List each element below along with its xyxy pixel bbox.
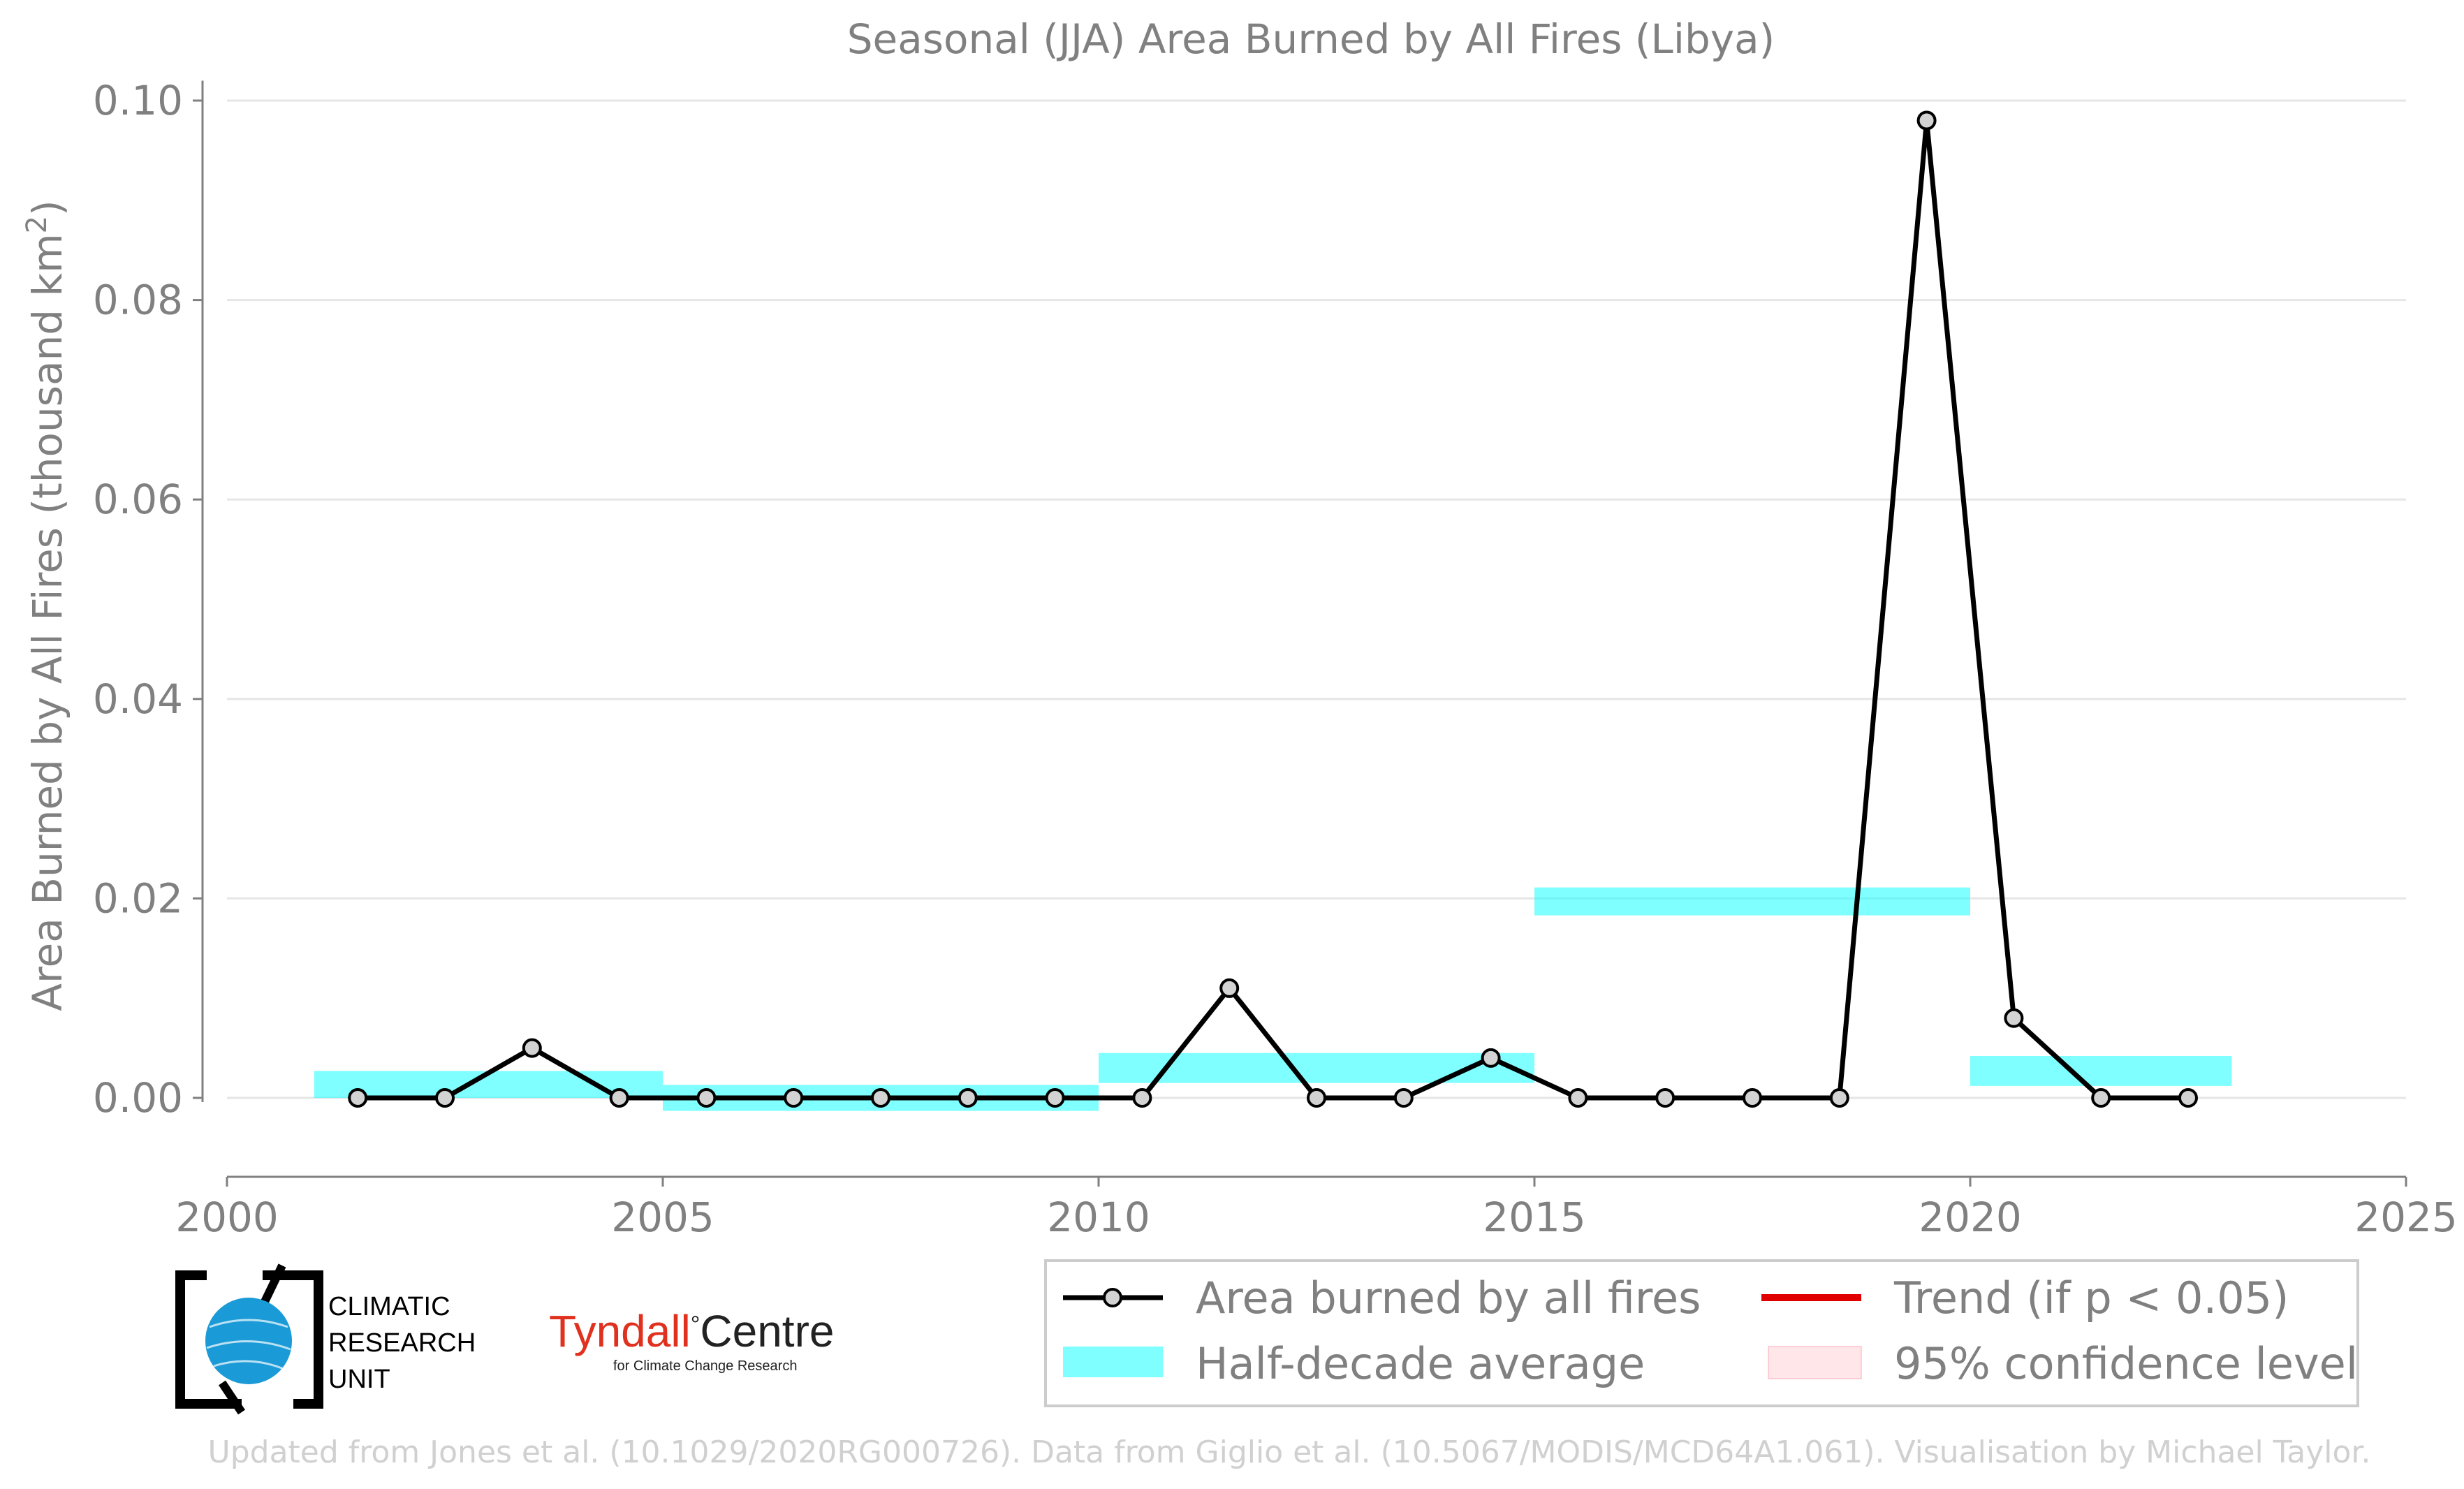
legend-label-half-decade: Half-decade average	[1196, 1338, 1645, 1389]
half-decade-band-4	[1970, 1056, 2232, 1086]
tyndall-logo-centre: Centre	[700, 1306, 834, 1356]
gridlines	[227, 99, 2406, 1099]
x-tick-label-0: 2000	[175, 1194, 279, 1241]
data-point-11	[1307, 1088, 1326, 1108]
chart-title: Seasonal (JJA) Area Burned by All Fires …	[847, 15, 1775, 63]
y-tick-label-1: 0.02	[93, 874, 183, 922]
legend-box	[1044, 1259, 2359, 1407]
data-point-5	[784, 1088, 804, 1108]
legend-label-confidence: 95% confidence level	[1894, 1338, 2358, 1389]
y-tick-label-0: 0.00	[93, 1074, 183, 1122]
y-tick-label-3: 0.06	[93, 476, 183, 523]
y-axis-label-end: )	[24, 200, 71, 216]
data-point-6	[871, 1088, 890, 1108]
data-point-3	[609, 1088, 629, 1108]
data-point-15	[1655, 1088, 1675, 1108]
legend-marker-area-burned	[1103, 1288, 1122, 1307]
legend-label-area-burned: Area burned by all fires	[1196, 1272, 1701, 1323]
data-point-10	[1219, 978, 1240, 998]
data-point-4	[696, 1088, 717, 1108]
legend-swatch-confidence	[1768, 1346, 1862, 1379]
data-point-19	[2004, 1008, 2024, 1028]
y-axis-label-main: Area Burned by All Fires (thousand km	[24, 233, 71, 1011]
data-point-17	[1829, 1088, 1849, 1108]
y-tick-label-4: 0.08	[93, 277, 183, 324]
data-point-16	[1743, 1088, 1762, 1108]
tyndall-logo-subtitle: for Climate Change Research	[613, 1358, 797, 1374]
cru-logo-bracket-left	[175, 1270, 242, 1409]
data-point-18	[1916, 110, 1937, 131]
y-axis-label-sup: 2	[21, 216, 53, 233]
data-point-20	[2091, 1088, 2111, 1108]
x-tick-label-4: 2020	[1919, 1194, 2022, 1241]
cru-logo: CLIMATIC RESEARCH UNIT	[175, 1263, 476, 1415]
x-ticks: 2000 2005 2010 2015 2020 2025	[175, 1177, 2458, 1241]
y-tick-label-2: 0.04	[93, 675, 183, 723]
data-point-1	[435, 1088, 455, 1108]
tyndall-logo-degree: °	[691, 1312, 701, 1338]
data-point-12	[1393, 1088, 1414, 1108]
tyndall-logo-text: Tyndall°Centre	[549, 1306, 834, 1356]
data-point-14	[1568, 1088, 1588, 1108]
cru-logo-globe-lines	[206, 1319, 291, 1370]
legend-label-trend: Trend (if p < 0.05)	[1893, 1272, 2289, 1323]
cru-logo-text-1: CLIMATIC	[328, 1292, 450, 1321]
data-point-8	[1045, 1088, 1065, 1108]
half-decade-bands	[314, 887, 2232, 1111]
data-point-13	[1481, 1048, 1501, 1068]
data-point-7	[958, 1088, 978, 1108]
y-tick-label-5: 0.10	[93, 77, 183, 124]
cru-logo-bracket-right	[263, 1270, 323, 1409]
data-point-9	[1132, 1088, 1152, 1108]
cru-logo-slash-top	[258, 1263, 286, 1308]
data-point-2	[522, 1038, 542, 1058]
x-tick-label-2: 2010	[1047, 1194, 1150, 1241]
half-decade-band-3	[1534, 887, 1970, 916]
cru-logo-text-2: RESEARCH	[328, 1328, 476, 1358]
footer-credit: Updated from Jones et al. (10.1029/2020R…	[208, 1435, 2371, 1470]
series-line-0	[358, 118, 2188, 1101]
y-ticks: 0.00 0.02 0.04 0.06 0.08 0.10	[93, 77, 204, 1122]
x-tick-label-3: 2015	[1483, 1194, 1586, 1241]
data-point-0	[348, 1088, 368, 1108]
legend: Area burned by all fires Trend (if p < 0…	[1044, 1259, 2359, 1407]
tyndall-logo: Tyndall°Centre for Climate Change Resear…	[549, 1306, 834, 1374]
cru-logo-text-3: UNIT	[328, 1365, 390, 1394]
data-series	[348, 110, 2198, 1108]
x-tick-label-1: 2005	[611, 1194, 714, 1241]
data-point-21	[2178, 1088, 2198, 1108]
x-tick-label-5: 2025	[2354, 1194, 2458, 1241]
cru-logo-slash-bottom	[219, 1380, 245, 1415]
y-axis-label: Area Burned by All Fires (thousand km2)	[21, 200, 71, 1011]
tyndall-logo-main: Tyndall	[549, 1306, 691, 1356]
legend-swatch-half-decade	[1063, 1347, 1163, 1377]
